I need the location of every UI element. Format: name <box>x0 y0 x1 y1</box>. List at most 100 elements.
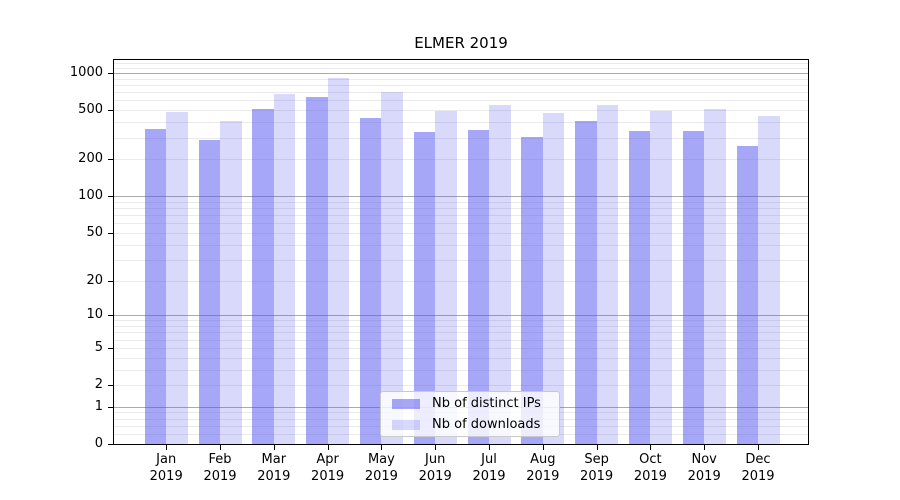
plot-inner <box>114 60 808 444</box>
y-tick-label: 2 <box>94 377 103 392</box>
x-tick <box>220 445 221 450</box>
y-tick-label: 200 <box>78 151 103 167</box>
y-tick-label: 50 <box>86 224 103 240</box>
legend-swatch-distinct-ips <box>392 398 420 409</box>
y-tick-label: 5 <box>94 339 103 355</box>
bar-jan-downloads <box>166 112 188 444</box>
minor-gridline <box>114 357 808 359</box>
bar-dec-distinct-ips <box>736 146 758 444</box>
y-tick-label: 10 <box>86 307 103 323</box>
x-tick-label: Nov 2019 <box>687 452 721 484</box>
x-tick <box>381 445 383 450</box>
x-tick-label: Oct 2019 <box>633 452 667 484</box>
major-gridline <box>114 73 808 74</box>
x-tick <box>650 445 652 450</box>
bar-feb-distinct-ips <box>198 139 220 444</box>
x-tick-label: Mar 2019 <box>257 452 291 484</box>
y-tick <box>108 73 113 74</box>
bar-oct-distinct-ips <box>628 130 651 444</box>
x-tick <box>327 445 329 450</box>
major-gridline <box>114 315 808 317</box>
y-tick-label: 500 <box>78 102 103 118</box>
y-tick <box>108 315 113 317</box>
minor-gridline <box>114 259 808 261</box>
bar-feb-downloads <box>220 121 242 444</box>
x-tick-label: May 2019 <box>364 452 398 484</box>
legend-label-distinct-ips: Nb of distinct IPs <box>432 396 541 411</box>
minor-gridline <box>114 208 808 209</box>
bar-nov-downloads <box>704 108 726 444</box>
minor-gridline <box>114 137 808 139</box>
x-tick <box>166 445 168 450</box>
minor-gridline <box>114 280 808 282</box>
minor-gridline <box>114 67 808 69</box>
x-tick-label: Jun 2019 <box>418 452 452 484</box>
minor-gridline <box>114 110 808 112</box>
legend: Nb of distinct IPs Nb of downloads <box>380 391 560 437</box>
minor-gridline <box>114 100 808 102</box>
bar-jun-distinct-ips <box>413 131 436 444</box>
bar-aug-downloads <box>542 113 565 444</box>
y-tick-label: 0 <box>94 436 103 451</box>
plot-area: Nb of distinct IPs Nb of downloads <box>113 59 809 445</box>
legend-row-distinct-ips: Nb of distinct IPs <box>392 395 551 412</box>
y-tick <box>108 406 113 408</box>
bar-sep-distinct-ips <box>575 121 597 444</box>
bar-jan-distinct-ips <box>144 129 167 444</box>
x-tick-label: Aug 2019 <box>526 452 560 484</box>
y-tick <box>108 196 113 198</box>
y-tick-label: 1000 <box>69 65 103 80</box>
bar-jul-distinct-ips <box>467 130 489 444</box>
legend-swatch-downloads <box>392 419 420 430</box>
minor-gridline <box>114 244 808 246</box>
minor-gridline <box>114 84 808 86</box>
bar-apr-downloads <box>327 78 350 444</box>
minor-gridline <box>114 159 808 161</box>
x-tick <box>596 445 598 450</box>
minor-gridline <box>114 122 808 124</box>
y-tick-label: 1 <box>94 398 103 414</box>
bar-apr-distinct-ips <box>306 96 328 444</box>
x-tick <box>542 445 544 450</box>
bar-oct-downloads <box>650 110 672 444</box>
y-tick-label: 20 <box>86 272 103 288</box>
bar-jul-downloads <box>489 104 511 444</box>
minor-gridline <box>114 92 808 94</box>
bar-nov-distinct-ips <box>682 130 705 444</box>
legend-row-downloads: Nb of downloads <box>392 416 551 433</box>
y-tick <box>108 159 113 161</box>
minor-gridline <box>114 385 808 386</box>
x-tick-label: Jul 2019 <box>472 452 506 484</box>
y-tick <box>108 347 113 349</box>
y-tick <box>108 232 113 234</box>
minor-gridline <box>114 326 808 327</box>
bar-mar-downloads <box>273 94 296 444</box>
y-tick <box>108 385 113 386</box>
x-tick <box>704 445 706 450</box>
bar-mar-distinct-ips <box>252 108 274 444</box>
minor-gridline <box>114 339 808 341</box>
x-tick-label: Jan 2019 <box>149 452 183 484</box>
bar-jun-downloads <box>435 110 457 444</box>
x-tick <box>273 445 275 450</box>
minor-gridline <box>114 215 808 217</box>
minor-gridline <box>114 63 808 65</box>
minor-gridline <box>114 347 808 349</box>
chart-title: ELMER 2019 <box>414 34 508 52</box>
x-tick <box>435 445 437 450</box>
y-tick <box>108 444 113 445</box>
bar-may-distinct-ips <box>359 118 382 444</box>
y-tick <box>108 110 113 112</box>
minor-gridline <box>114 332 808 334</box>
minor-gridline <box>114 78 808 80</box>
y-tick-label: 100 <box>78 188 103 204</box>
minor-gridline <box>114 223 808 225</box>
bar-aug-distinct-ips <box>521 136 543 444</box>
major-gridline <box>114 196 808 198</box>
x-tick-label: Apr 2019 <box>311 452 345 484</box>
x-tick-label: Sep 2019 <box>580 452 614 484</box>
x-tick-label: Dec 2019 <box>741 452 775 484</box>
x-tick <box>489 445 490 450</box>
bar-dec-downloads <box>758 116 780 444</box>
